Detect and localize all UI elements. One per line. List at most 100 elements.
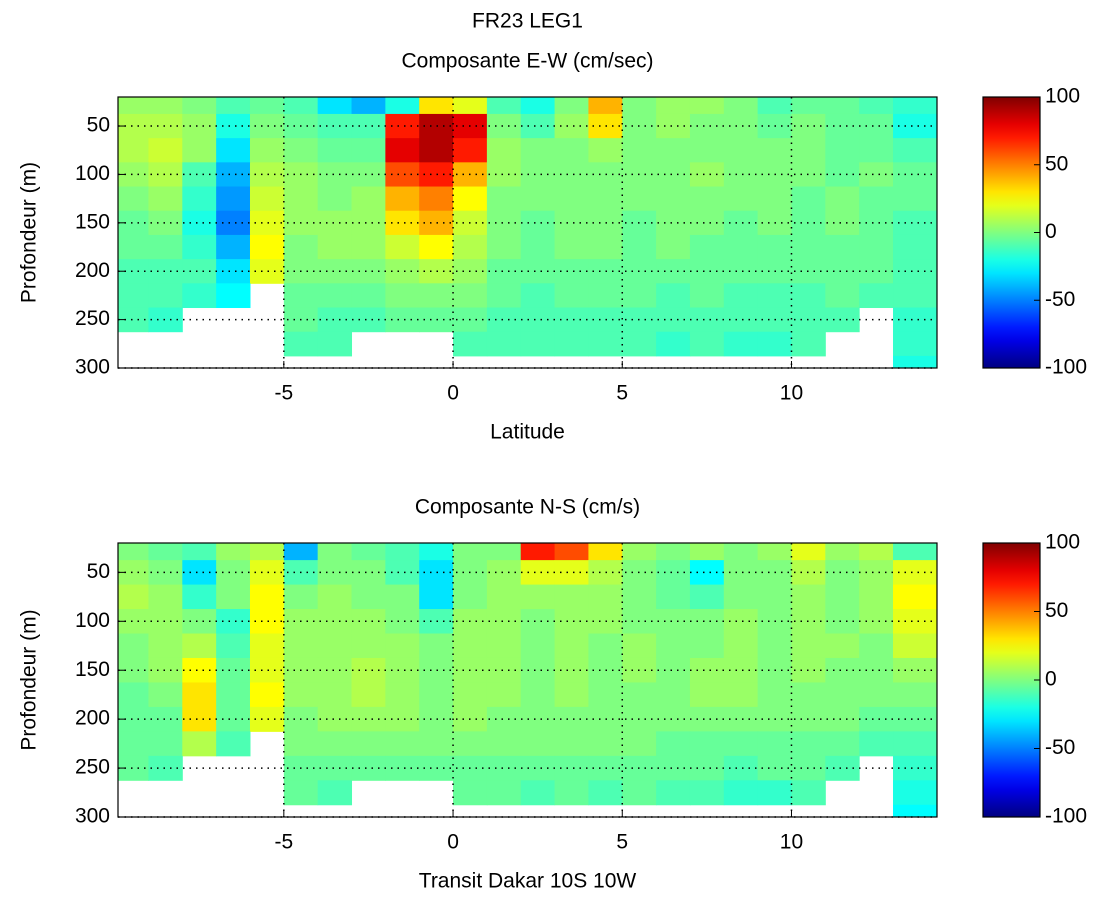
heatmap-cell [554, 210, 589, 236]
heatmap-cell [893, 113, 938, 139]
y-axis-label: Profondeur (m) [18, 162, 41, 303]
y-tick-label: 100 [75, 609, 110, 632]
heatmap-cell [216, 210, 251, 236]
y-tick-label: 300 [75, 356, 110, 379]
heatmap-cell [825, 543, 860, 561]
heatmap-cell [859, 97, 894, 115]
heatmap-cell [588, 584, 623, 610]
heatmap-cell [656, 162, 691, 188]
heatmap-cell [689, 259, 725, 284]
heatmap-cell [351, 682, 386, 708]
heatmap-cell [283, 780, 319, 806]
heatmap-cell [283, 633, 319, 659]
heatmap-cell [385, 138, 420, 163]
heatmap-cell [825, 755, 860, 781]
heatmap-cell [689, 657, 725, 683]
heatmap-cell [588, 780, 623, 806]
heatmap-cell [351, 307, 386, 333]
heatmap-cell [182, 138, 217, 163]
heatmap-cell [520, 307, 556, 333]
y-tick-label: 300 [75, 805, 110, 828]
heatmap-cell [317, 731, 353, 757]
heatmap-cell [622, 543, 657, 561]
y-tick-label: 200 [75, 707, 110, 730]
heatmap-cell [148, 138, 183, 163]
x-axis-label: Latitude [490, 421, 565, 444]
heatmap-cell [554, 706, 589, 732]
heatmap-cell [656, 780, 691, 806]
heatmap-cell [216, 113, 251, 139]
heatmap-cell [656, 584, 691, 610]
heatmap-cell [118, 97, 149, 115]
colorbar-tick-label: -50 [1045, 736, 1075, 759]
heatmap-cell [622, 633, 657, 659]
heatmap-cell [317, 543, 353, 561]
colorbar-tick-label: 50 [1045, 599, 1068, 622]
heatmap-cell [453, 138, 488, 163]
heatmap-cell [486, 706, 522, 732]
heatmap-cell [520, 706, 556, 732]
heatmap-cell [893, 210, 938, 236]
heatmap-cell [757, 780, 792, 806]
heatmap-cell [249, 138, 285, 163]
heatmap-cell [486, 584, 522, 610]
heatmap-cell [283, 731, 319, 757]
heatmap-cell [588, 633, 623, 659]
heatmap-cell [351, 657, 386, 683]
colorbar-tick-label: 50 [1045, 152, 1068, 175]
heatmap-cell [554, 331, 589, 357]
heatmap-cell [859, 162, 894, 188]
heatmap-cell [859, 259, 894, 284]
heatmap-cell [757, 234, 792, 260]
heatmap-cell [656, 97, 691, 115]
heatmap-cell [118, 138, 149, 163]
heatmap-cell [893, 283, 938, 309]
heatmap-cell [453, 584, 488, 610]
heatmap-cell [622, 584, 657, 610]
heatmap-cell [689, 307, 725, 333]
heatmap-cell [859, 657, 894, 683]
heatmap-cell [216, 97, 251, 115]
heatmap-cell [757, 584, 792, 610]
heatmap-cell [216, 259, 251, 284]
heatmap-cell [182, 234, 217, 260]
heatmap-cell [689, 97, 725, 115]
heatmap-cell [893, 780, 938, 806]
heatmap-cell [249, 682, 285, 708]
heatmap-cell [859, 113, 894, 139]
heatmap-cell [385, 584, 420, 610]
heatmap-cell [723, 331, 759, 357]
heatmap-cell [520, 97, 556, 115]
heatmap-cell [656, 609, 691, 635]
heatmap-cell [249, 97, 285, 115]
heatmap-cell [554, 113, 589, 139]
heatmap-cell [588, 543, 623, 561]
heatmap-cell [757, 731, 792, 757]
heatmap-cell [216, 543, 251, 561]
heatmap-cell [554, 234, 589, 260]
heatmap-cell [351, 162, 386, 188]
heatmap-cell [148, 731, 183, 757]
heatmap-cell [723, 560, 759, 586]
panel: Composante N-S (cm/s)-5 0 5 105010015020025… [18, 496, 1087, 893]
heatmap-cell [520, 633, 556, 659]
heatmap-cell [656, 113, 691, 139]
heatmap-cell [317, 234, 353, 260]
heatmap-cell [791, 780, 826, 806]
heatmap-cell [723, 780, 759, 806]
heatmap-cell [825, 113, 860, 139]
heatmap-cell [757, 138, 792, 163]
heatmap-cell [453, 331, 488, 357]
y-tick-label: 100 [75, 162, 110, 185]
heatmap-cell [723, 210, 759, 236]
heatmap-cell [622, 186, 657, 212]
heatmap-cell [689, 186, 725, 212]
heatmap-cell [656, 560, 691, 586]
heatmap-cell [791, 584, 826, 610]
heatmap-cell [148, 584, 183, 610]
heatmap-cell [825, 259, 860, 284]
heatmap-cell [656, 633, 691, 659]
heatmap-cell [351, 234, 386, 260]
heatmap-cell [249, 543, 285, 561]
